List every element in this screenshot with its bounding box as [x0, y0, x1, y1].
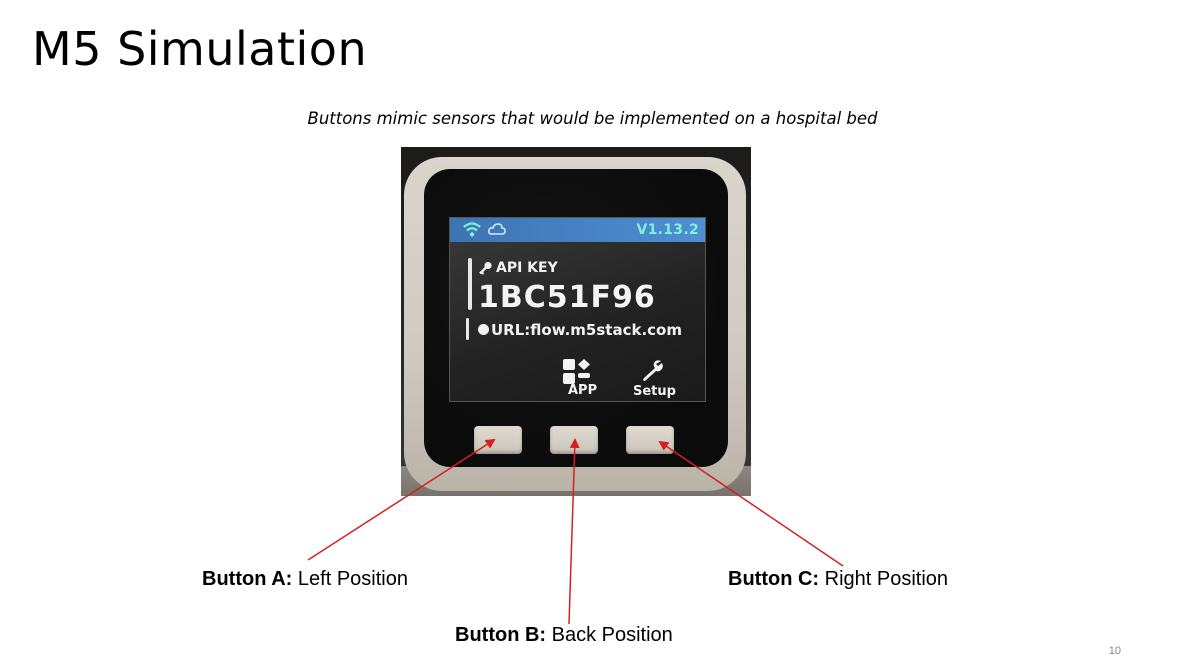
cloud-icon	[488, 223, 506, 241]
callout-button-b: Button B: Back Position	[455, 624, 673, 647]
slide-subtitle: Buttons mimic sensors that would be impl…	[0, 109, 1185, 128]
app-label: APP	[568, 383, 598, 398]
device-photo: V1.13.2 API KEY 1BC51F96 URL:flow.m5stac…	[401, 147, 751, 496]
callout-desc: Left Position	[292, 568, 408, 590]
wrench-icon	[639, 359, 665, 388]
callout-name: Button C:	[728, 568, 820, 590]
server-url: URL:flow.m5stack.com	[491, 321, 682, 339]
app-icon	[563, 359, 597, 390]
callout-button-a: Button A: Left Position	[202, 568, 408, 591]
api-key-value: 1BC51F96	[478, 280, 656, 315]
callout-desc: Right Position	[819, 568, 949, 590]
subtitle-text: Buttons mimic sensors that would be impl…	[307, 109, 878, 128]
callout-name: Button B:	[455, 624, 547, 646]
accent-bar	[466, 318, 469, 340]
wifi-icon	[462, 221, 482, 243]
api-key-label: API KEY	[496, 260, 558, 276]
callout-desc: Back Position	[546, 624, 673, 646]
setup-label: Setup	[633, 384, 676, 399]
hardware-button-b[interactable]	[550, 426, 598, 454]
callout-name: Button A:	[202, 568, 293, 590]
firmware-version: V1.13.2	[636, 222, 699, 238]
key-icon	[478, 261, 493, 280]
callout-button-c: Button C: Right Position	[728, 568, 948, 591]
device-screen: V1.13.2 API KEY 1BC51F96 URL:flow.m5stac…	[449, 217, 706, 402]
slide-title: M5 Simulation	[32, 22, 368, 76]
status-bar: V1.13.2	[450, 218, 705, 242]
page-number: 10	[1108, 645, 1121, 657]
hardware-button-c[interactable]	[626, 426, 674, 454]
hardware-button-a[interactable]	[474, 426, 522, 454]
url-dot-icon	[478, 324, 489, 335]
accent-bar	[468, 258, 472, 310]
